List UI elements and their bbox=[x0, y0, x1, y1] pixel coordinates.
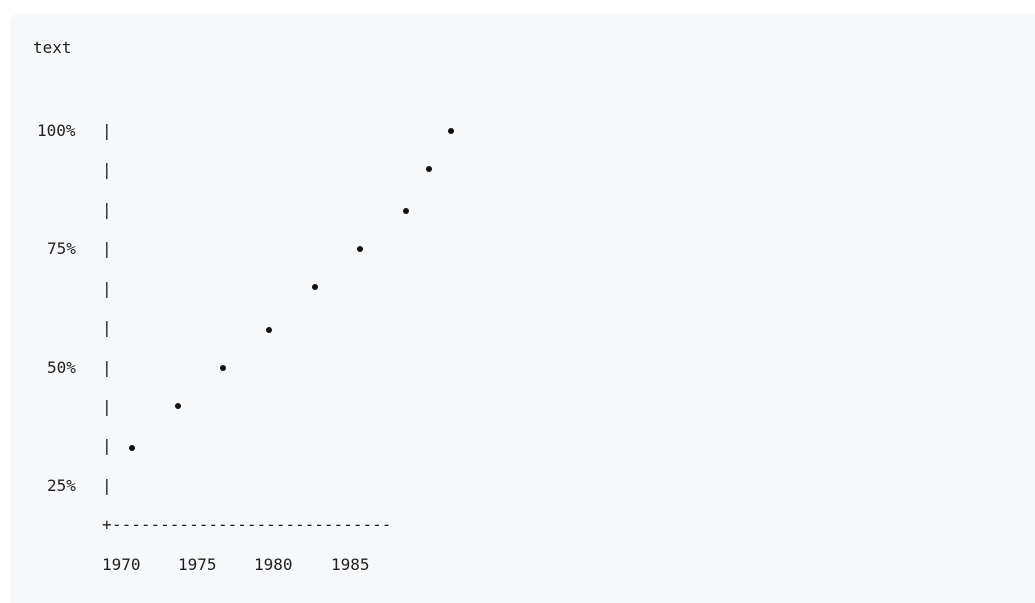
x-axis-line: ----------------------------- bbox=[112, 515, 392, 534]
x-tick-label: 1970 bbox=[102, 555, 141, 574]
y-axis-bar: | bbox=[102, 279, 112, 298]
axis-corner: + bbox=[102, 515, 112, 534]
data-point bbox=[129, 445, 136, 452]
y-axis-bar: | bbox=[102, 476, 112, 495]
data-point bbox=[425, 165, 432, 172]
ascii-scatter-plot: 100% 75% 50% 25% | | | | | | | | | | + -… bbox=[10, 13, 1035, 603]
y-axis-bar: | bbox=[102, 239, 112, 258]
y-axis-bar: | bbox=[102, 160, 112, 179]
language-label: text bbox=[33, 38, 72, 57]
data-point bbox=[174, 402, 181, 409]
y-axis-bar: | bbox=[102, 358, 112, 377]
y-tick-label: 100% bbox=[37, 121, 76, 140]
y-axis-bar: | bbox=[102, 318, 112, 337]
data-point bbox=[220, 364, 227, 371]
data-point bbox=[357, 246, 364, 253]
x-tick-label: 1985 bbox=[331, 555, 370, 574]
y-axis-bar: | bbox=[102, 121, 112, 140]
y-tick-label: 75% bbox=[47, 239, 76, 258]
x-tick-label: 1975 bbox=[178, 555, 217, 574]
data-point bbox=[448, 128, 455, 134]
data-point bbox=[266, 326, 272, 333]
y-axis-bar: | bbox=[102, 200, 112, 219]
y-axis-bar: | bbox=[102, 397, 112, 416]
y-tick-label: 25% bbox=[47, 476, 76, 495]
y-tick-label: 50% bbox=[47, 358, 76, 377]
x-tick-label: 1980 bbox=[254, 555, 293, 574]
data-point bbox=[402, 208, 409, 215]
y-axis-bar: | bbox=[102, 436, 112, 455]
data-point bbox=[311, 284, 318, 291]
code-block: text 100% 75% 50% 25% | | | | | | | | | … bbox=[10, 13, 1035, 603]
